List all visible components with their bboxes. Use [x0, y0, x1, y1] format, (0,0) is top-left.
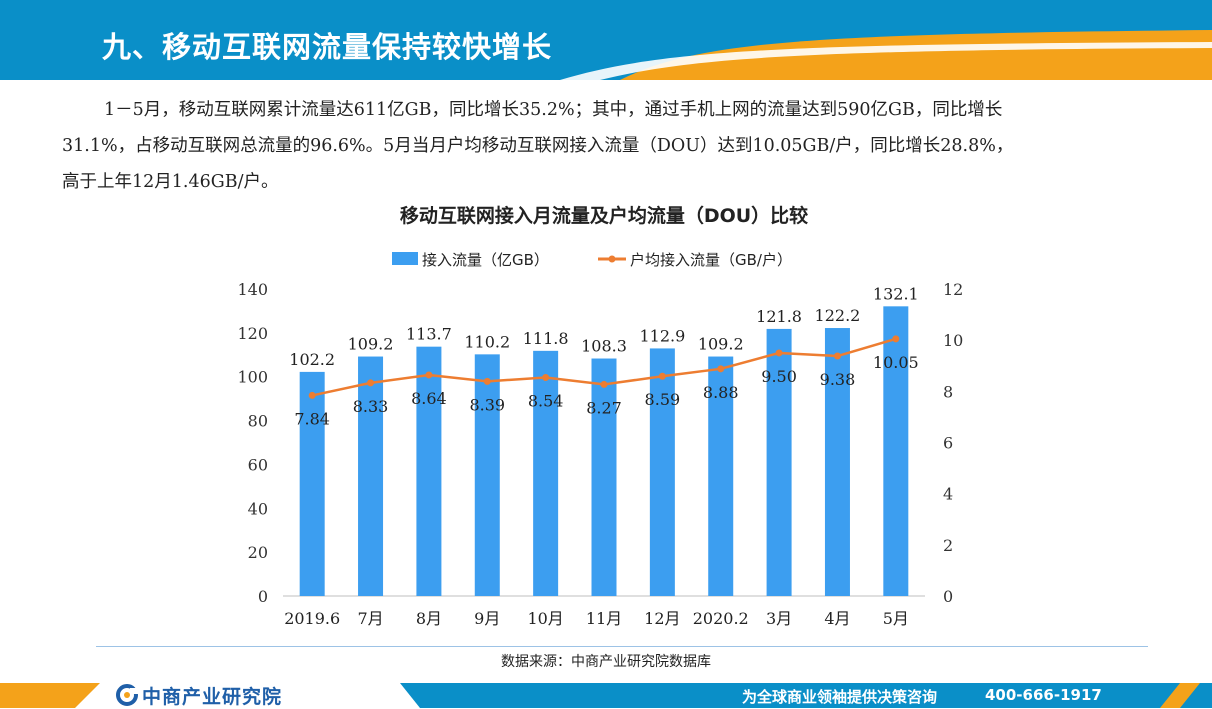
dou-value-label: 8.39 — [469, 395, 505, 414]
logo-icon — [116, 684, 138, 706]
bar — [883, 306, 909, 596]
y-right-tick-label: 0 — [943, 587, 953, 606]
data-source: 数据来源：中商产业研究院数据库 — [501, 654, 711, 670]
company-logo: 中商产业研究院 — [116, 684, 283, 708]
source-divider — [96, 646, 1148, 647]
footer-phone: 400-666-1917 — [985, 686, 1102, 704]
header-banner: 九、移动互联网流量保持较快增长 — [0, 0, 1212, 80]
y-right-tick-label: 4 — [943, 485, 953, 504]
bar-value-label: 109.2 — [348, 335, 394, 354]
legend-line-marker — [608, 255, 616, 263]
bar-series — [299, 306, 909, 596]
x-tick-label: 5月 — [883, 609, 909, 628]
bar — [766, 328, 792, 596]
summary-line-3: 高于上年12月1.46GB/户。 — [62, 172, 279, 192]
y-right-tick-label: 12 — [943, 280, 963, 299]
y-left-tick-label: 80 — [248, 412, 268, 431]
dou-value-label: 9.38 — [820, 370, 856, 389]
x-tick-label: 3月 — [766, 609, 792, 628]
y-left-tick-label: 20 — [248, 543, 268, 562]
dou-point — [308, 391, 316, 399]
bar-value-label: 113.7 — [406, 325, 452, 344]
y-right-tick-label: 10 — [943, 331, 963, 350]
dou-value-label: 9.50 — [761, 367, 797, 386]
chart-title: 移动互联网接入月流量及户均流量（DOU）比较 — [400, 204, 808, 227]
y-left-tick-label: 60 — [248, 455, 268, 474]
dou-point — [542, 374, 550, 382]
dou-point — [367, 379, 375, 387]
bar — [474, 354, 500, 596]
footer-bar — [0, 683, 1212, 708]
dou-point — [833, 352, 841, 360]
dou-value-label: 8.33 — [353, 397, 389, 416]
legend-line-label: 户均接入流量（GB/户） — [630, 251, 792, 269]
bar-value-label: 102.2 — [289, 350, 335, 369]
bar-value-label: 108.3 — [581, 337, 627, 356]
footer-slogan: 为全球商业领袖提供决策咨询 — [742, 688, 938, 706]
dou-point — [892, 335, 900, 343]
dou-value-label: 8.64 — [411, 389, 447, 408]
bar — [358, 356, 384, 596]
bar — [591, 358, 617, 596]
x-tick-label: 4月 — [824, 609, 850, 628]
y-right-tick-label: 8 — [943, 382, 953, 401]
legend-bar-label: 接入流量（亿GB） — [422, 251, 549, 269]
dou-value-label: 8.27 — [586, 398, 622, 417]
footer-background — [0, 683, 1212, 708]
bar-value-label: 110.2 — [464, 332, 510, 351]
bar — [708, 356, 734, 596]
dou-point — [775, 349, 783, 357]
y-left-tick-label: 0 — [258, 587, 268, 606]
dou-value-label: 10.05 — [873, 353, 919, 372]
dou-point — [658, 372, 666, 380]
header-background — [0, 0, 1212, 80]
bar-value-label: 111.8 — [523, 329, 569, 348]
dou-point — [483, 377, 491, 385]
x-tick-label: 8月 — [416, 609, 442, 628]
y-left-tick-label: 120 — [237, 324, 268, 343]
dou-value-label: 8.88 — [703, 383, 739, 402]
page-title: 九、移动互联网流量保持较快增长 — [102, 30, 553, 64]
dou-value-label: 7.84 — [294, 409, 330, 428]
summary-line-1: 1－5月，移动互联网累计流量达611亿GB，同比增长35.2%；其中，通过手机上… — [104, 100, 1003, 120]
line-series — [308, 335, 900, 399]
dou-point — [600, 380, 608, 388]
bar — [649, 348, 675, 596]
bar-value-label: 109.2 — [698, 335, 744, 354]
data-labels: 102.2 109.2 113.7 110.2 111.8 108.3 112.9 109.2… — [289, 284, 918, 428]
x-tick-label: 9月 — [474, 609, 500, 628]
chart-legend: 接入流量（亿GB） 户均接入流量（GB/户） — [392, 251, 792, 269]
dou-value-label: 8.59 — [645, 390, 681, 409]
bar-value-label: 122.2 — [815, 306, 861, 325]
summary-paragraph: 1－5月，移动互联网累计流量达611亿GB，同比增长35.2%；其中，通过手机上… — [62, 92, 1152, 200]
legend-bar-swatch — [392, 252, 418, 265]
bar — [416, 346, 442, 596]
y-right-tick-label: 2 — [943, 536, 953, 555]
bar-value-label: 112.9 — [639, 326, 685, 345]
y-left-tick-label: 40 — [248, 499, 268, 518]
bar-value-label: 121.8 — [756, 307, 802, 326]
summary-line-2: 31.1%，占移动互联网总流量的96.6%。5月当月户均移动互联网接入流量（DO… — [62, 136, 1014, 156]
x-tick-label: 12月 — [644, 609, 680, 628]
dou-point — [425, 371, 433, 379]
bar-value-label: 132.1 — [873, 284, 919, 303]
dou-value-label: 8.54 — [528, 392, 564, 411]
x-tick-label: 10月 — [527, 609, 563, 628]
x-tick-label: 2020.2 — [693, 609, 749, 628]
y-right-tick-label: 6 — [943, 434, 953, 453]
y-left-tick-label: 140 — [237, 280, 268, 299]
x-tick-label: 7月 — [357, 609, 383, 628]
dou-point — [717, 365, 725, 373]
x-tick-label: 11月 — [586, 609, 622, 628]
x-tick-label: 2019.6 — [284, 609, 340, 628]
bar — [824, 328, 850, 596]
bar — [299, 371, 325, 596]
y-left-tick-label: 100 — [237, 368, 268, 387]
bar — [533, 350, 559, 596]
logo-text: 中商产业研究院 — [142, 685, 283, 708]
chart-axes: 0 20 40 60 80 100 120 140 0 2 4 6 8 10 12 2019.6 7月 8月 9月 1… — [237, 280, 963, 628]
